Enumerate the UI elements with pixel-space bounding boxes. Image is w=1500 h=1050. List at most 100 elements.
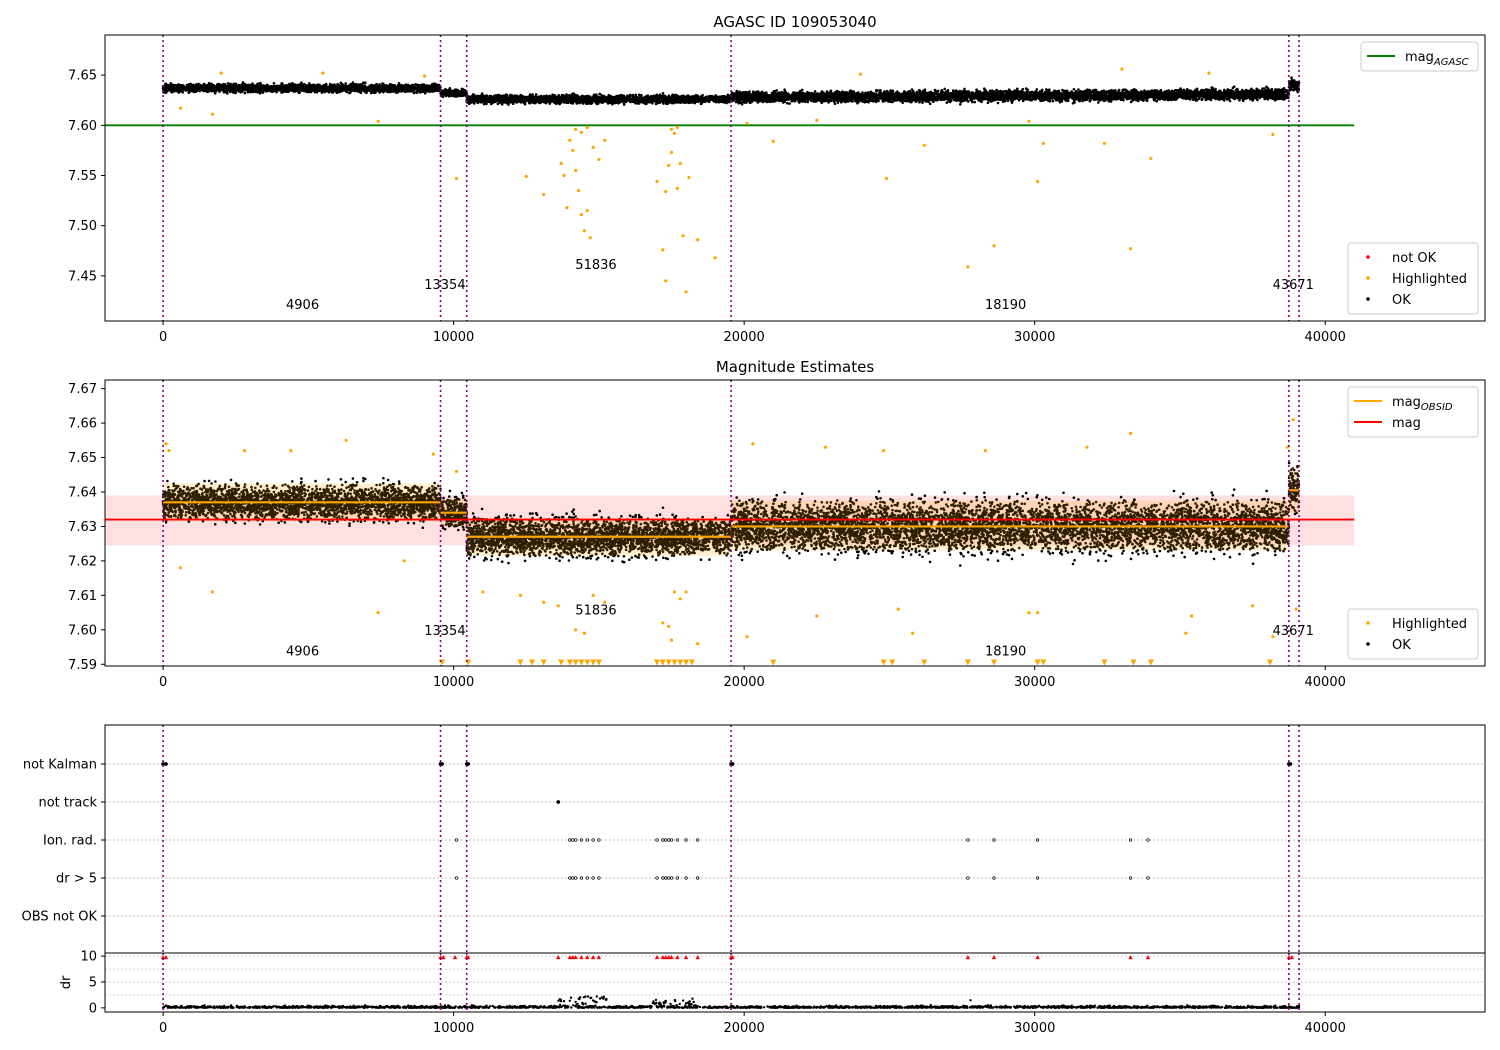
panel1-ok-point <box>419 91 422 94</box>
panel1-ok-point <box>258 87 262 90</box>
panel1-ok-point <box>303 85 307 88</box>
panel1-ok-point <box>378 91 381 94</box>
panel1-ok-point <box>679 101 682 105</box>
panel1-ok-point <box>569 97 573 101</box>
panel1-ok-point <box>259 89 262 93</box>
panel1-ok-point <box>358 85 361 89</box>
panel1-ok-point <box>254 85 257 88</box>
panel1-ok-point <box>410 87 414 91</box>
panel1-ok-point <box>381 87 385 91</box>
panel1-ok-point <box>289 88 293 92</box>
panel1-ok-point <box>384 88 388 92</box>
panel1-ok-point <box>430 86 433 90</box>
panel1-ok-point <box>267 86 271 90</box>
panel1-ok-point <box>369 91 373 95</box>
panel1-ok-point <box>323 86 326 90</box>
panel1-ok-point <box>277 87 281 91</box>
panel1-ok-point <box>428 89 431 93</box>
panel1-ok-point <box>659 97 663 101</box>
panel1-ok-point <box>388 88 392 92</box>
panel1-ok-point <box>397 84 401 88</box>
panel1-ok-point <box>242 86 246 89</box>
panel1-ok-point <box>219 83 222 87</box>
panel1-ok-point <box>169 87 173 90</box>
panel1-ok-point <box>701 100 705 104</box>
panel1-ok-point <box>416 87 420 90</box>
panel1-ok-point <box>318 83 322 87</box>
panel1-ok-point <box>634 93 637 97</box>
panel1-ok-point <box>303 89 306 93</box>
panel1-ok-point <box>557 95 560 99</box>
panel1-ok-point <box>201 87 204 90</box>
panel1-ok-point <box>223 88 227 92</box>
panel1-ok-point <box>190 83 193 87</box>
panel1-ok-point <box>256 82 259 86</box>
panel1-ok-point <box>164 82 167 85</box>
panel1-ok-point <box>187 91 191 94</box>
panel1-ok-point <box>300 86 304 90</box>
panel1-ok-point <box>352 88 355 91</box>
panel1-ok-point <box>305 90 309 94</box>
panel1-ok-point <box>178 88 181 91</box>
panel1-ok-point <box>506 101 509 105</box>
panel1-ok-point <box>661 91 665 95</box>
panel1-ok-point <box>508 97 512 100</box>
panel1-ok-point <box>192 89 195 93</box>
panel1-ok-point <box>263 87 267 90</box>
panel1-ok-point <box>197 89 200 92</box>
panel1-ok-point <box>223 83 227 86</box>
panel1-ok-point <box>345 87 349 90</box>
panel1-ok-point <box>662 94 666 97</box>
panel1-ok-point <box>226 82 230 85</box>
panel1-ok-point <box>635 97 638 100</box>
panel1-ok-point <box>726 100 729 103</box>
panel1-ok-point <box>570 94 573 97</box>
panel1-ok-point <box>315 90 319 94</box>
panel1-ok-point <box>196 85 199 88</box>
panel1-ok-point <box>443 91 446 95</box>
panel1-ok-point <box>201 85 204 88</box>
panel1-ok-point <box>218 87 222 91</box>
panel1-ok-point <box>296 87 300 90</box>
panel1-ok-point <box>460 87 464 91</box>
panel1-ok-point <box>329 87 333 90</box>
panel1-ok-point <box>308 90 311 94</box>
panel1-ok-point <box>195 83 198 86</box>
panel1-ok-point <box>445 93 448 96</box>
panel1-ok-point <box>544 101 548 105</box>
panel1-ok-point <box>363 88 367 92</box>
panel1-ok-point <box>673 100 677 104</box>
panel1-ok-point <box>363 84 366 88</box>
panel1-ok-point <box>382 82 385 86</box>
panel1-ok-point <box>698 98 701 102</box>
panel1-ok-point <box>291 86 295 90</box>
panel1-ok-point <box>373 88 377 91</box>
panel1-ok-point <box>361 88 364 91</box>
panel1-ok-point <box>572 92 575 95</box>
panel1-ok-point <box>312 89 315 93</box>
panel1-ok-point <box>492 99 496 103</box>
panel1-ok-point <box>699 102 703 106</box>
panel1-ok-point <box>500 103 504 106</box>
panel1-ok-point <box>251 84 255 88</box>
panel1-ok-point <box>631 97 635 101</box>
panel1-ok-point <box>414 86 417 90</box>
panel1-ok-point <box>326 90 330 93</box>
panel1-ok-point <box>284 89 288 92</box>
panel1-ok-point <box>400 86 404 90</box>
panel1-ok-point <box>391 86 395 90</box>
panel1-ok-point <box>471 97 475 100</box>
panel1-ok-point <box>349 91 352 94</box>
panel1-ok-point <box>242 88 245 92</box>
panel1-ok-point <box>261 91 265 94</box>
panel1-ok-point <box>436 87 440 90</box>
panel1-ok-point <box>187 89 191 92</box>
panel1-ok-point <box>235 88 238 92</box>
panel1-ok-point <box>389 82 392 86</box>
panel1-ok-point <box>472 100 476 103</box>
panel1-ok-point <box>393 84 397 88</box>
panel1-ok-point <box>270 85 273 88</box>
panel1-ok-point <box>299 83 302 87</box>
panel1-ok-point <box>270 90 274 93</box>
panel1-ok-point <box>510 101 513 104</box>
